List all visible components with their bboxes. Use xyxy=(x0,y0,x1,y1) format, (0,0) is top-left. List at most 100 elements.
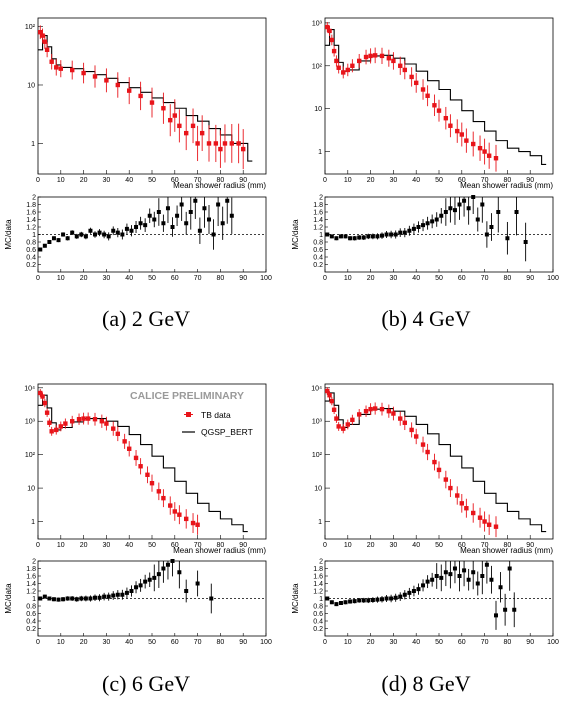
ratio-point xyxy=(102,232,107,237)
data-point xyxy=(149,481,155,486)
data-point xyxy=(363,408,369,414)
y-tick-label: 10 xyxy=(27,82,35,89)
data-point xyxy=(49,59,54,64)
x-tick-label: 90 xyxy=(526,542,534,549)
x-tick-label: 80 xyxy=(217,542,225,549)
ratio-y-tick-label: 0.6 xyxy=(26,611,36,618)
x-tick-label: 30 xyxy=(103,177,111,184)
x-tick-label: 20 xyxy=(80,542,88,549)
ratio-point xyxy=(170,225,175,229)
ratio-point xyxy=(42,594,47,599)
ratio-point xyxy=(375,597,380,602)
calice-preliminary-watermark: CALICE PRELIMINARY xyxy=(130,390,244,402)
data-point xyxy=(99,419,105,424)
data-point xyxy=(345,67,350,73)
x-tick-label: 60 xyxy=(458,177,466,184)
ratio-point xyxy=(448,572,453,577)
data-point xyxy=(455,493,460,498)
panel-caption: (c) 6 GeV xyxy=(102,671,190,696)
ratio-y-axis-title: MC/data xyxy=(4,583,13,614)
data-point xyxy=(122,439,127,444)
data-point xyxy=(92,74,98,79)
x-axis-title: Mean shower radius (mm) xyxy=(460,546,553,555)
data-point xyxy=(379,406,385,412)
ratio-point xyxy=(384,232,389,237)
data-point xyxy=(379,53,385,59)
ratio-point xyxy=(439,575,444,580)
ratio-point xyxy=(494,613,498,618)
ratio-point xyxy=(56,597,61,602)
ratio-point xyxy=(443,570,448,575)
ratio-point xyxy=(177,570,182,575)
data-point xyxy=(459,132,464,137)
mc-histogram-line xyxy=(325,392,547,533)
ratio-point xyxy=(457,202,462,207)
ratio-point xyxy=(229,213,234,218)
ratio-y-tick-label: 0.8 xyxy=(313,239,323,246)
ratio-y-tick-label: 2 xyxy=(32,558,36,565)
x-tick-label: 80 xyxy=(504,177,512,184)
ratio-point xyxy=(480,202,485,207)
ratio-point xyxy=(425,221,430,226)
data-point xyxy=(161,495,166,501)
ratio-y-tick-label: 1.2 xyxy=(26,224,36,231)
ratio-point xyxy=(389,596,394,601)
x-tick-label: 20 xyxy=(80,177,88,184)
ratio-point xyxy=(338,601,343,605)
ratio-y-tick-label: 2 xyxy=(319,558,323,565)
ratio-x-tick-label: 0 xyxy=(323,275,327,282)
ratio-point xyxy=(357,598,362,603)
ratio-x-tick-label: 30 xyxy=(103,275,111,282)
data-point xyxy=(372,53,378,58)
x-tick-label: 90 xyxy=(239,177,247,184)
ratio-point xyxy=(480,574,485,578)
ratio-y-tick-label: 1.8 xyxy=(26,566,36,573)
ratio-x-tick-label: 90 xyxy=(526,275,534,282)
ratio-point xyxy=(106,234,111,239)
ratio-point xyxy=(143,579,148,584)
data-point xyxy=(402,67,407,73)
data-point xyxy=(38,30,43,35)
ratio-x-tick-label: 30 xyxy=(390,275,398,282)
data-point xyxy=(81,70,86,76)
ratio-point xyxy=(352,599,357,604)
y-tick-label: 10² xyxy=(25,24,36,31)
ratio-point xyxy=(79,232,84,237)
ratio-x-tick-label: 70 xyxy=(194,639,202,646)
ratio-point xyxy=(452,566,457,571)
ratio-point xyxy=(512,607,517,612)
ratio-point xyxy=(161,221,166,226)
ratio-point xyxy=(184,221,189,226)
x-tick-label: 0 xyxy=(323,542,327,549)
ratio-point xyxy=(514,210,519,214)
ratio-point xyxy=(507,566,512,571)
data-point xyxy=(420,442,426,447)
data-point xyxy=(372,406,378,411)
ratio-x-tick-label: 0 xyxy=(36,639,40,646)
ratio-point xyxy=(462,198,467,203)
ratio-y-tick-label: 0.4 xyxy=(313,618,323,625)
ratio-point xyxy=(505,236,510,241)
ratio-x-tick-label: 10 xyxy=(57,275,65,282)
data-point xyxy=(222,141,228,146)
ratio-point xyxy=(70,230,75,235)
x-tick-label: 40 xyxy=(125,177,133,184)
x-tick-label: 0 xyxy=(36,542,40,549)
ratio-point xyxy=(38,596,43,601)
ratio-point xyxy=(334,602,339,607)
ratio-point xyxy=(47,596,52,601)
data-point xyxy=(486,153,492,158)
data-point xyxy=(368,406,373,412)
ratio-point xyxy=(195,581,200,586)
ratio-x-tick-label: 20 xyxy=(367,639,375,646)
y-tick-label: 10² xyxy=(25,452,36,459)
ratio-point xyxy=(170,559,175,563)
ratio-x-tick-label: 60 xyxy=(171,275,179,282)
x-tick-label: 40 xyxy=(412,542,420,549)
data-point xyxy=(345,422,350,427)
data-point xyxy=(327,393,332,398)
data-point xyxy=(436,467,442,473)
data-point xyxy=(218,146,223,152)
x-tick-label: 70 xyxy=(481,177,489,184)
data-point xyxy=(432,459,437,465)
